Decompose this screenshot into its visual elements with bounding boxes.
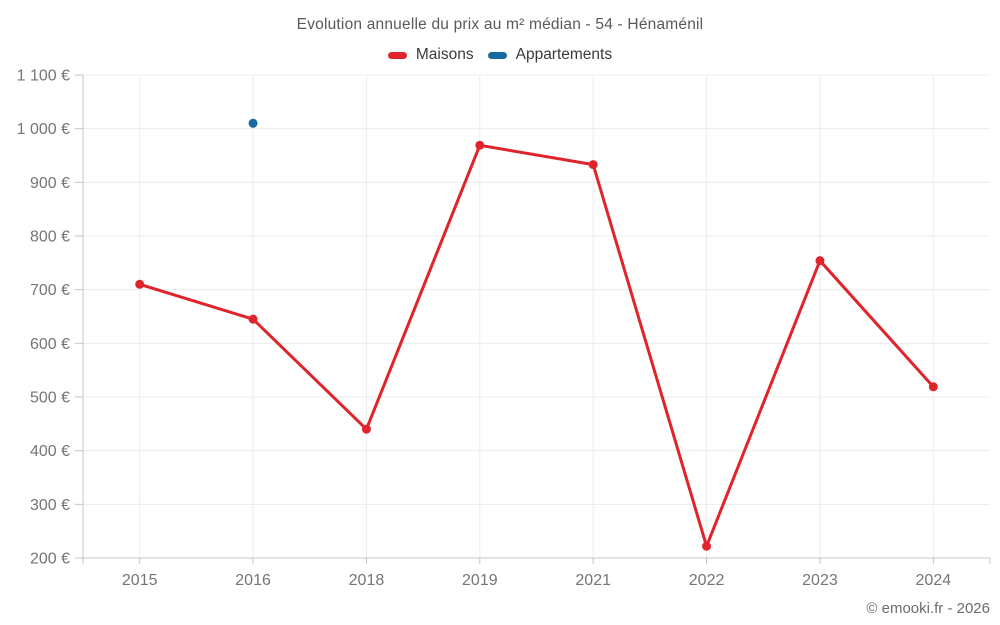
maisons-point [248,314,258,324]
copyright-text: © emooki.fr - 2026 [866,600,990,617]
y-tick-label: 1 100 € [17,68,70,85]
maisons-legend-marker-icon [387,51,407,59]
legend: Maisons Appartements [0,46,1000,64]
x-tick-label: 2021 [575,572,611,589]
maisons-line [138,143,935,548]
y-tick-label: 600 € [30,336,70,353]
x-tick-label: 2015 [122,572,158,589]
appartements-point [248,118,258,128]
y-tick-label: 400 € [30,443,70,460]
x-tick-label: 2018 [349,572,385,589]
y-tick-label: 800 € [30,229,70,246]
chart-title: Evolution annuelle du prix au m² médian … [296,16,704,33]
maisons-legend-label: Maisons [415,46,474,63]
y-tick-label: 700 € [30,282,70,299]
x-tick-label: 2023 [802,572,838,589]
maisons-point [361,424,371,434]
y-tick-label: 200 € [30,551,70,568]
x-tick-label: 2022 [689,572,725,589]
appartements-legend-label: Appartements [515,46,613,63]
y-tick-label: 900 € [30,175,70,192]
x-tick-label: 2016 [235,572,271,589]
x-tick-label: 2019 [462,572,498,589]
maisons-point [815,256,825,266]
x-tick-label: 2024 [916,572,952,589]
y-tick-label: 500 € [30,390,70,407]
maisons-point [135,279,145,289]
appartements-legend-marker-icon [487,51,507,59]
legend-item-appartements[interactable]: Appartements [487,46,613,64]
maisons-point [928,382,938,392]
y-tick-label: 1 000 € [17,121,70,138]
legend-item-maisons[interactable]: Maisons [387,46,474,64]
maisons-point [475,140,485,150]
maisons-point [702,541,712,551]
maisons-point [588,160,598,170]
y-tick-label: 300 € [30,497,70,514]
